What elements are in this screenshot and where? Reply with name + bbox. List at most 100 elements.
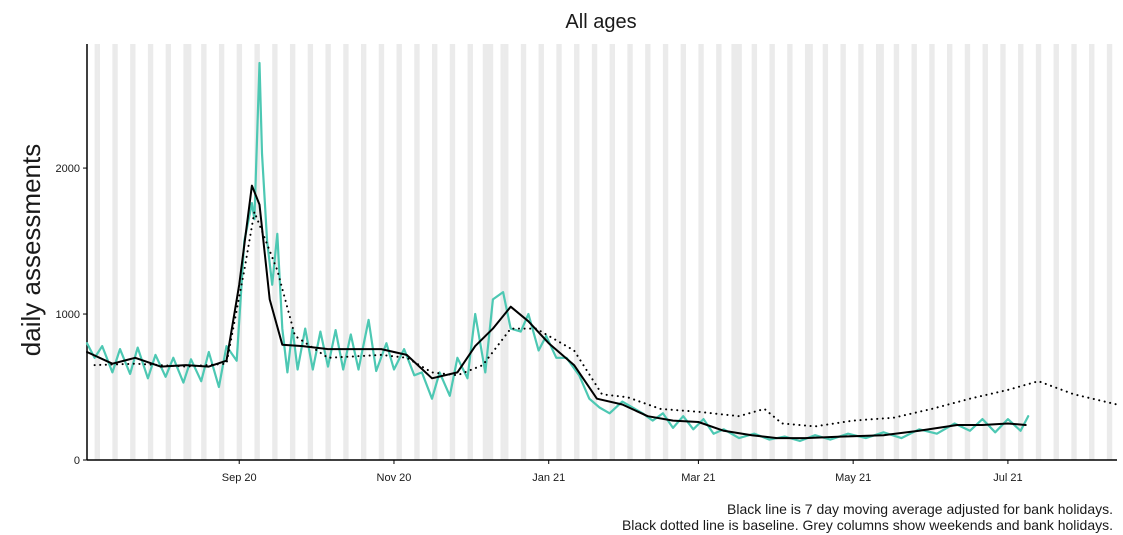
weekend-column: [147, 44, 151, 460]
weekend-column: [627, 44, 631, 460]
weekend-column: [576, 44, 580, 460]
weekend-column: [787, 44, 791, 460]
weekend-column: [345, 44, 349, 460]
weekend-column: [949, 44, 953, 460]
weekend-column: [114, 44, 118, 460]
weekend-column: [185, 44, 189, 460]
weekend-column: [731, 44, 735, 460]
weekend-column: [523, 44, 527, 460]
weekend-column: [500, 44, 504, 460]
weekend-column: [307, 44, 311, 460]
weekend-column: [558, 44, 562, 460]
weekend-column: [754, 44, 758, 460]
weekend-column: [1038, 44, 1042, 460]
weekend-column: [556, 44, 560, 460]
y-tick-label: 1000: [56, 309, 80, 321]
weekend-column: [1091, 44, 1095, 460]
footnote-baseline: Black dotted line is baseline. Grey colu…: [622, 517, 1113, 533]
weekend-columns: [94, 44, 1113, 460]
weekend-column: [414, 44, 418, 460]
weekend-column: [470, 44, 473, 460]
weekend-column: [982, 44, 986, 460]
weekend-column: [733, 44, 737, 460]
weekend-column: [360, 44, 364, 460]
weekend-column: [860, 44, 864, 460]
weekend-column: [914, 44, 917, 460]
weekend-column: [538, 44, 542, 460]
weekend-column: [896, 44, 900, 460]
weekend-column: [574, 44, 577, 460]
weekend-column: [1053, 44, 1057, 460]
weekend-column: [716, 44, 719, 460]
x-tick-label: Sep 20: [222, 472, 257, 484]
weekend-column: [452, 44, 456, 460]
weekend-column: [807, 44, 811, 460]
weekend-column: [893, 44, 897, 460]
weekend-column: [810, 44, 813, 460]
x-tick-label: Jan 21: [532, 472, 565, 484]
weekend-column: [381, 44, 385, 460]
weekend-column: [594, 44, 598, 460]
weekend-column: [683, 44, 687, 460]
weekend-column: [487, 44, 491, 460]
weekend-column: [645, 44, 648, 460]
weekend-column: [485, 44, 489, 460]
weekend-column: [203, 44, 207, 460]
weekend-column: [911, 44, 915, 460]
weekend-column: [1002, 44, 1006, 460]
series-line-baseline: [93, 210, 1118, 428]
weekend-column: [218, 44, 222, 460]
weekend-column: [505, 44, 509, 460]
weekend-column: [858, 44, 862, 460]
weekend-column: [804, 44, 808, 460]
weekend-column: [1000, 44, 1004, 460]
weekend-column: [150, 44, 154, 460]
weekend-column: [881, 44, 884, 460]
weekend-column: [736, 44, 740, 460]
weekend-column: [771, 44, 775, 460]
weekend-column: [416, 44, 420, 460]
weekend-column: [343, 44, 347, 460]
weekend-column: [272, 44, 276, 460]
weekend-column: [698, 44, 702, 460]
weekend-column: [840, 44, 844, 460]
weekend-column: [718, 44, 722, 460]
series-lines: [85, 61, 1118, 443]
weekend-column: [432, 44, 435, 460]
x-tick-label: May 21: [835, 472, 871, 484]
weekend-column: [449, 44, 453, 460]
weekend-column: [467, 44, 471, 460]
y-tick-label: 0: [74, 455, 80, 467]
weekend-column: [789, 44, 793, 460]
weekend-column: [325, 44, 329, 460]
weekend-column: [1056, 44, 1059, 460]
x-tick-label: Nov 20: [377, 472, 412, 484]
weekend-column: [112, 44, 116, 460]
weekend-column: [878, 44, 882, 460]
weekend-column: [1089, 44, 1092, 460]
weekend-column: [310, 44, 314, 460]
weekend-column: [97, 44, 100, 460]
weekend-column: [396, 44, 400, 460]
weekend-column: [967, 44, 971, 460]
weekend-column: [1018, 44, 1021, 460]
weekend-column: [751, 44, 755, 460]
series-line-moving_average: [86, 184, 1027, 440]
weekend-column: [239, 44, 243, 460]
y-tick-label: 2000: [56, 163, 80, 175]
x-tick-label: Mar 21: [681, 472, 715, 484]
weekend-column: [680, 44, 684, 460]
weekend-column: [188, 44, 192, 460]
weekend-column: [947, 44, 950, 460]
weekend-column: [738, 44, 742, 460]
weekend-column: [612, 44, 615, 460]
weekend-column: [328, 44, 331, 460]
weekend-column: [378, 44, 382, 460]
weekend-column: [289, 44, 293, 460]
weekend-column: [1109, 44, 1113, 460]
weekend-column: [94, 44, 98, 460]
footnote-moving-average: Black line is 7 day moving average adjus…: [727, 501, 1113, 517]
weekend-column: [130, 44, 133, 460]
weekend-column: [490, 44, 494, 460]
